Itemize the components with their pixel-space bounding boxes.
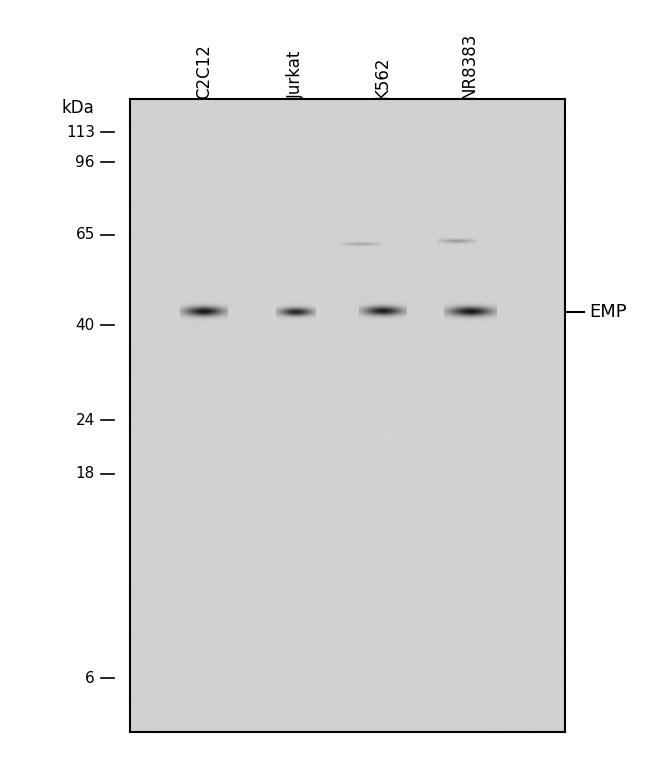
Text: NR8383: NR8383 [461,33,478,99]
Text: kDa: kDa [62,99,94,117]
Text: K562: K562 [374,56,391,99]
Text: 18: 18 [75,466,95,482]
Text: 40: 40 [75,318,95,333]
Text: Jurkat: Jurkat [287,51,304,99]
Text: 65: 65 [75,228,95,242]
Text: 24: 24 [75,413,95,427]
Text: 96: 96 [75,155,95,170]
Text: C2C12: C2C12 [195,44,213,99]
Text: 6: 6 [85,671,95,686]
Text: EMP: EMP [589,303,627,321]
Text: 113: 113 [66,125,95,139]
